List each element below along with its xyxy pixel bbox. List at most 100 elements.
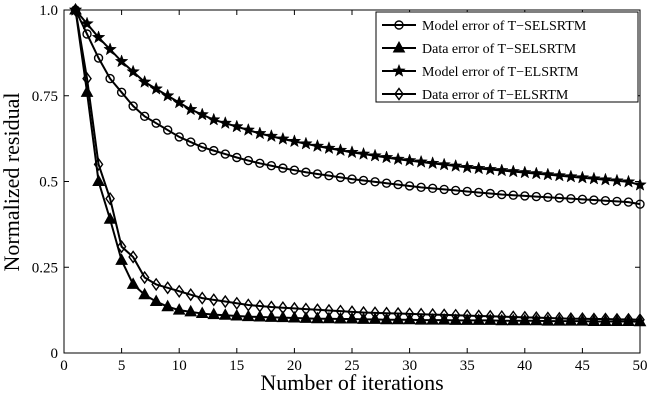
data-point-circle — [128, 101, 138, 111]
data-point-diamond — [370, 306, 380, 320]
legend-label: Model error of T−SELSRTM — [422, 19, 587, 34]
data-point-star — [80, 16, 94, 30]
data-point-star — [345, 145, 359, 159]
data-point-triangle — [126, 277, 140, 289]
data-point-star — [310, 138, 325, 153]
series-layer — [68, 2, 647, 327]
data-point-star — [391, 151, 405, 166]
data-point-circle — [600, 196, 611, 206]
data-point-circle — [255, 158, 265, 169]
data-point-star — [356, 146, 371, 160]
data-point-star — [552, 168, 567, 182]
data-point-circle — [416, 182, 426, 193]
data-point-circle — [393, 179, 403, 190]
data-point-star — [287, 134, 302, 148]
data-point-star — [172, 95, 187, 109]
legend-marker-circle — [394, 20, 404, 30]
data-point-star — [114, 54, 129, 68]
data-point-diamond — [220, 294, 231, 309]
data-point-star — [103, 42, 117, 56]
data-point-diamond — [278, 301, 288, 315]
data-point-star — [183, 102, 198, 116]
data-point-circle — [312, 169, 323, 179]
data-point-star — [299, 136, 313, 150]
data-point-star — [91, 30, 106, 44]
data-point-circle — [174, 132, 184, 142]
data-point-star — [195, 107, 210, 121]
data-point-circle — [543, 192, 553, 202]
data-point-circle — [105, 73, 115, 84]
data-point-star — [252, 126, 267, 140]
data-point-star — [414, 154, 428, 168]
data-point-diamond — [462, 308, 473, 323]
y-axis: 0 0.25 0.5 0.75 1.0 — [32, 3, 640, 362]
data-point-diamond — [116, 239, 127, 254]
data-point-circle — [520, 191, 530, 201]
series-line — [74, 9, 641, 321]
data-point-star — [494, 163, 509, 177]
data-point-star — [368, 148, 382, 162]
data-point-diamond — [589, 312, 599, 326]
data-point-diamond — [381, 306, 392, 320]
data-point-circle — [243, 155, 254, 166]
data-point-diamond — [82, 71, 92, 86]
data-point-star — [633, 177, 647, 191]
x-tick-label: 50 — [633, 358, 648, 374]
data-point-triangle — [288, 310, 301, 323]
legend: Model error of T−SELSRTM Data error of T−… — [375, 11, 639, 103]
data-point-triangle — [138, 287, 151, 300]
data-point-circle — [116, 87, 127, 98]
series-line — [74, 9, 641, 206]
data-point-star — [276, 131, 290, 145]
data-point-circle — [370, 177, 380, 187]
legend-item: Data error of T−SELSRTM — [382, 40, 577, 57]
series-diamond — [70, 3, 645, 327]
data-point-circle — [232, 152, 242, 163]
data-point-diamond — [358, 305, 369, 320]
data-point-star — [137, 74, 152, 88]
data-point-circle — [301, 167, 311, 177]
data-point-triangle — [276, 310, 290, 323]
data-point-circle — [278, 163, 288, 173]
data-point-circle — [186, 137, 196, 147]
series-circle — [70, 5, 645, 209]
x-axis: 0 5 10 15 20 25 30 35 40 45 50 — [60, 10, 648, 374]
data-point-star — [333, 143, 348, 157]
data-point-triangle — [495, 313, 509, 326]
data-point-circle — [139, 111, 150, 122]
data-point-star — [540, 167, 555, 181]
data-point-star — [517, 165, 532, 179]
data-point-triangle — [472, 313, 486, 325]
data-point-diamond — [289, 301, 300, 316]
data-point-star — [506, 164, 521, 178]
data-point-triangle — [241, 309, 255, 322]
data-point-triangle — [149, 294, 163, 307]
data-point-triangle — [207, 307, 221, 320]
data-point-circle — [589, 195, 599, 205]
data-point-star — [460, 160, 475, 174]
legend-label: Model error of T−ELSRTM — [422, 65, 579, 80]
data-point-diamond — [347, 305, 357, 319]
data-point-star — [529, 166, 544, 180]
data-point-star — [322, 141, 336, 155]
data-point-star — [264, 128, 279, 143]
data-point-star — [564, 169, 578, 183]
data-point-diamond — [335, 304, 346, 318]
data-point-star — [425, 156, 440, 170]
series-star — [68, 2, 647, 191]
data-point-triangle — [115, 253, 128, 265]
data-point-diamond — [324, 303, 334, 318]
data-point-diamond — [151, 277, 162, 292]
y-tick-label: 0.5 — [39, 175, 58, 191]
data-point-triangle — [92, 174, 105, 186]
data-point-star — [402, 153, 417, 167]
data-point-triangle — [334, 312, 347, 324]
legend-item: Model error of T−ELSRTM — [382, 63, 579, 80]
data-point-diamond — [162, 281, 173, 295]
x-tick-label: 35 — [460, 358, 475, 374]
data-point-triangle — [230, 308, 244, 321]
x-tick-label: 5 — [118, 358, 126, 374]
x-tick-label: 40 — [517, 358, 532, 374]
data-point-diamond — [266, 300, 277, 314]
data-point-diamond — [416, 307, 426, 321]
